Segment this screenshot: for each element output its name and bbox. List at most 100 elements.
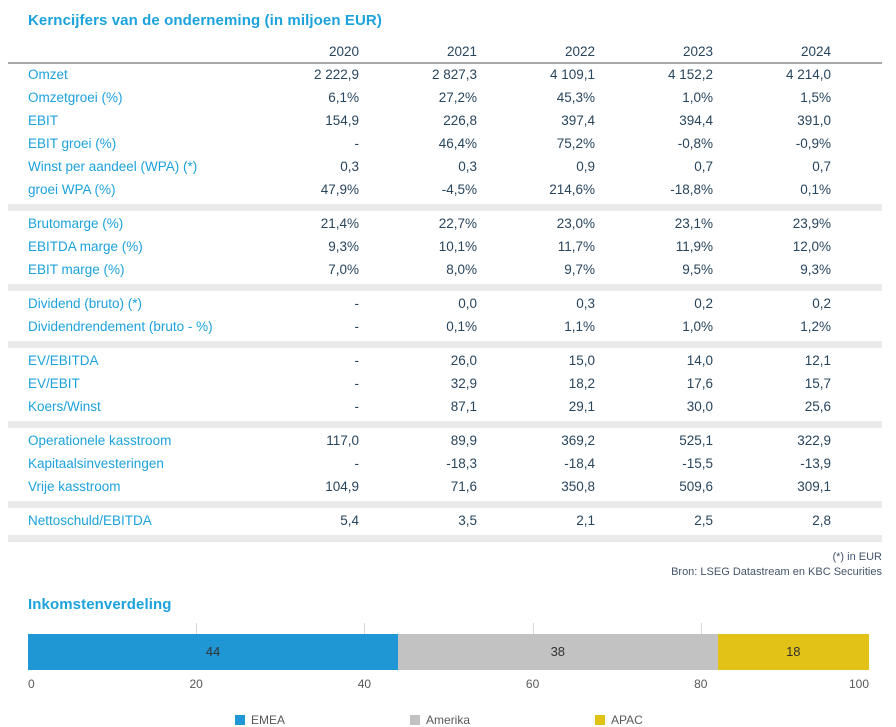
cell-value: 1,5% bbox=[800, 90, 831, 106]
cell-value: 7,0% bbox=[328, 262, 359, 278]
cell-value: 2,8 bbox=[812, 513, 831, 529]
table-row: EBIT groei (%) - 46,4% 75,2% -0,8% -0,9% bbox=[8, 133, 882, 156]
section-divider-row bbox=[8, 419, 882, 430]
cell-value: 87,1 bbox=[450, 399, 477, 415]
cell-value: - bbox=[354, 399, 360, 415]
cell-value: 9,7% bbox=[564, 262, 595, 278]
cell-value: 397,4 bbox=[561, 113, 595, 129]
cell-value: 2,5 bbox=[694, 513, 713, 529]
spacer-cell bbox=[832, 236, 882, 259]
spacer-cell bbox=[832, 350, 882, 373]
cell-value: 32,9 bbox=[450, 376, 477, 392]
cell-value: 369,2 bbox=[561, 433, 595, 449]
cell-value: 14,0 bbox=[686, 353, 713, 369]
section-divider-band bbox=[8, 341, 882, 348]
year-header: 2022 bbox=[564, 43, 595, 59]
cell-value: 1,1% bbox=[564, 319, 595, 335]
row-label: Operationele kasstroom bbox=[28, 433, 172, 449]
row-label: Dividend (bruto) (*) bbox=[28, 296, 143, 312]
cell-value: 5,4 bbox=[340, 513, 359, 529]
spacer-cell bbox=[832, 476, 882, 499]
factsheet-page: Kerncijfers van de onderneming (in miljo… bbox=[0, 12, 896, 727]
cell-value: 75,2% bbox=[556, 136, 595, 152]
chart-title: Inkomstenverdeling bbox=[28, 595, 172, 613]
stacked-bar: 44 38 18 bbox=[28, 633, 869, 670]
table-row: Omzet 2 222,9 2 827,3 4 109,1 4 152,2 4 214,0 bbox=[8, 63, 882, 87]
cell-value: 1,2% bbox=[800, 319, 831, 335]
table-footer: (*) in EUR Bron: LSEG Datastream en KBC … bbox=[0, 550, 882, 580]
cell-value: 0,3 bbox=[458, 159, 477, 175]
cell-value: 4 214,0 bbox=[785, 67, 831, 83]
cell-value: 509,6 bbox=[679, 479, 713, 495]
cell-value: 27,2% bbox=[438, 90, 477, 106]
section-divider-row bbox=[8, 202, 882, 213]
cell-value: 154,9 bbox=[325, 113, 359, 129]
legend-swatch-icon bbox=[410, 714, 421, 725]
cell-value: 10,1% bbox=[438, 239, 477, 255]
section-divider-band bbox=[8, 421, 882, 428]
cell-value: 0,2 bbox=[694, 296, 713, 312]
table-row: Nettoschuld/EBITDA 5,4 3,5 2,1 2,5 2,8 bbox=[8, 510, 882, 533]
row-label: Nettoschuld/EBITDA bbox=[28, 513, 152, 529]
spacer-column bbox=[832, 40, 882, 63]
section-divider-band bbox=[8, 204, 882, 211]
row-label: EBITDA marge (%) bbox=[28, 239, 143, 255]
table-row: Vrije kasstroom 104,9 71,6 350,8 509,6 309,1 bbox=[8, 476, 882, 499]
cell-value: 21,4% bbox=[320, 216, 359, 232]
spacer-cell bbox=[832, 510, 882, 533]
table-row: Omzetgroei (%) 6,1% 27,2% 45,3% 1,0% 1,5% bbox=[8, 87, 882, 110]
row-label: Omzetgroei (%) bbox=[28, 90, 123, 106]
legend-swatch-icon bbox=[595, 714, 606, 725]
row-label: EBIT marge (%) bbox=[28, 262, 125, 278]
cell-value: 23,1% bbox=[674, 216, 713, 232]
cell-value: 0,3 bbox=[576, 296, 595, 312]
table-row: EBIT marge (%) 7,0% 8,0% 9,7% 9,5% 9,3% bbox=[8, 259, 882, 282]
row-label: Kapitaalsinvesteringen bbox=[28, 456, 164, 472]
cell-value: 226,8 bbox=[443, 113, 477, 129]
row-label: EV/EBIT bbox=[28, 376, 80, 392]
row-label: Omzet bbox=[28, 67, 68, 83]
row-label: Vrije kasstroom bbox=[28, 479, 121, 495]
row-label: EV/EBITDA bbox=[28, 353, 99, 369]
cell-value: 3,5 bbox=[458, 513, 477, 529]
source-note: Bron: LSEG Datastream en KBC Securities bbox=[671, 565, 882, 578]
row-label: groei WPA (%) bbox=[28, 182, 116, 198]
cell-value: 23,0% bbox=[556, 216, 595, 232]
table-row: Kapitaalsinvesteringen - -18,3 -18,4 -15,5 -1… bbox=[8, 453, 882, 476]
label-column-header bbox=[8, 40, 242, 63]
bar-segment-emea: 44 bbox=[28, 633, 399, 670]
table-row: EV/EBITDA - 26,0 15,0 14,0 12,1 bbox=[8, 350, 882, 373]
spacer-cell bbox=[832, 316, 882, 339]
cell-value: 0,3 bbox=[340, 159, 359, 175]
cell-value: -15,5 bbox=[682, 456, 713, 472]
row-label: Brutomarge (%) bbox=[28, 216, 124, 232]
section-divider-cell bbox=[8, 202, 882, 213]
legend-label: EMEA bbox=[251, 712, 286, 727]
section-divider-band bbox=[8, 501, 882, 508]
cell-value: - bbox=[354, 456, 360, 472]
bar-segment-apac: 18 bbox=[717, 633, 869, 670]
row-label: EBIT bbox=[28, 113, 59, 129]
table-row: EV/EBIT - 32,9 18,2 17,6 15,7 bbox=[8, 373, 882, 396]
year-header: 2024 bbox=[800, 43, 831, 59]
cell-value: 15,0 bbox=[568, 353, 595, 369]
cell-value: 45,3% bbox=[556, 90, 595, 106]
cell-value: - bbox=[354, 319, 360, 335]
section-divider-row bbox=[8, 499, 882, 510]
section-divider-cell bbox=[8, 533, 882, 544]
cell-value: 12,0% bbox=[792, 239, 831, 255]
legend-item-amerika: Amerika bbox=[410, 713, 470, 727]
cell-value: -18,8% bbox=[670, 182, 713, 198]
table-row: Brutomarge (%) 21,4% 22,7% 23,0% 23,1% 23,9% bbox=[8, 213, 882, 236]
cell-value: 8,0% bbox=[446, 262, 477, 278]
spacer-cell bbox=[832, 373, 882, 396]
legend-label: Amerika bbox=[426, 712, 471, 727]
section-divider-row bbox=[8, 533, 882, 544]
cell-value: 9,5% bbox=[682, 262, 713, 278]
table-row: EBIT 154,9 226,8 397,4 394,4 391,0 bbox=[8, 110, 882, 133]
cell-value: -0,8% bbox=[677, 136, 713, 152]
key-figures-table: 2020 2021 2022 2023 2024 Omzet 2 222,9 2 827,3… bbox=[8, 40, 882, 544]
axis-tick-label: 40 bbox=[357, 676, 372, 691]
cell-value: 22,7% bbox=[438, 216, 477, 232]
cell-value: 12,1 bbox=[804, 353, 831, 369]
